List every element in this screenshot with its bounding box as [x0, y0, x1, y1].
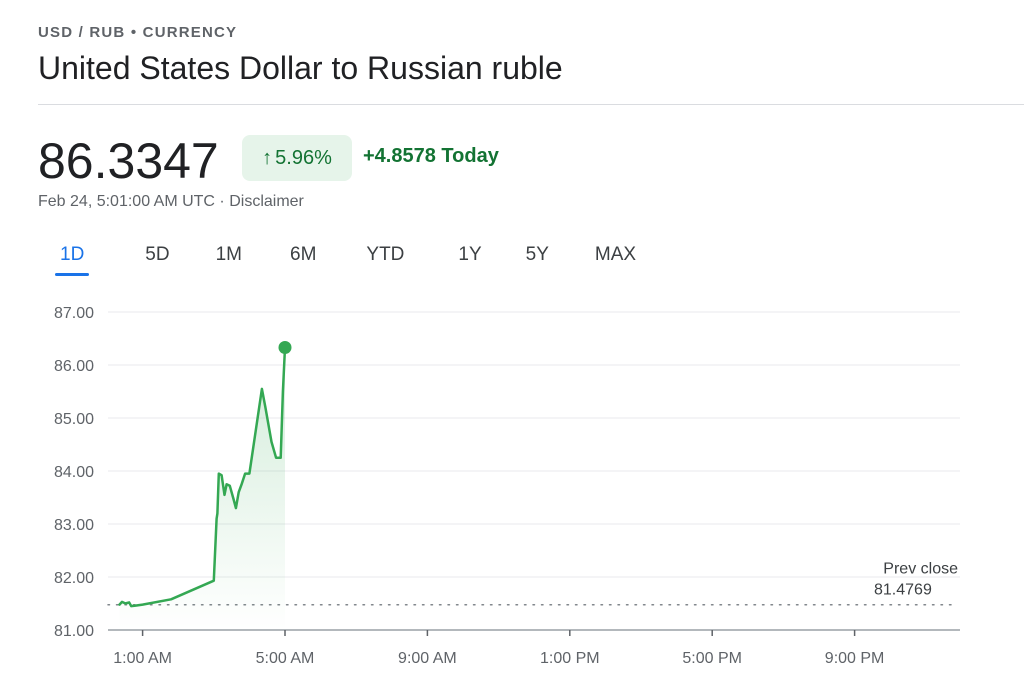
- price-area-fill: [119, 347, 285, 630]
- price-series-line: [118, 346, 287, 608]
- y-tick-label: 84.00: [54, 464, 94, 481]
- x-tick-label: 5:00 AM: [256, 650, 315, 667]
- prev-close-value: 81.4769: [874, 582, 932, 599]
- x-tick-label: 5:00 PM: [682, 650, 742, 667]
- y-tick-label: 83.00: [54, 517, 94, 534]
- change-percent-badge: ↑ 5.96%: [242, 135, 352, 181]
- tab-1m[interactable]: 1M: [215, 244, 242, 265]
- x-tick-label: 9:00 PM: [825, 650, 885, 667]
- x-tick-label: 1:00 AM: [113, 650, 172, 667]
- tab-max[interactable]: MAX: [594, 244, 637, 265]
- header-divider: [38, 104, 1024, 105]
- tab-1d[interactable]: 1D: [55, 240, 90, 276]
- quote-timestamp: Feb 24, 5:01:00 AM UTC: [38, 193, 215, 210]
- quote-meta: Feb 24, 5:01:00 AM UTC · Disclaimer: [38, 193, 304, 211]
- current-price: 86.3347: [38, 133, 219, 189]
- x-tick-label: 1:00 PM: [540, 650, 600, 667]
- tab-ytd[interactable]: YTD: [366, 244, 405, 265]
- tab-5y[interactable]: 5Y: [525, 244, 549, 265]
- y-tick-label: 85.00: [54, 411, 94, 428]
- meta-separator: ·: [214, 193, 230, 210]
- y-tick-label: 87.00: [54, 305, 94, 322]
- x-tick-label: 9:00 AM: [398, 650, 457, 667]
- tab-1y[interactable]: 1Y: [458, 244, 482, 265]
- change-percent: 5.96%: [275, 146, 332, 169]
- range-tabs: 1D 5D 1M 6M YTD 1Y 5Y MAX: [38, 240, 636, 276]
- y-axis-labels: 87.00 86.00 85.00 84.00 83.00 82.00 81.00: [54, 305, 94, 640]
- prev-close-label: Prev close: [883, 561, 958, 578]
- page-title: United States Dollar to Russian ruble: [38, 50, 563, 86]
- disclaimer-link[interactable]: Disclaimer: [229, 193, 304, 210]
- y-tick-label: 81.00: [54, 623, 94, 640]
- y-tick-label: 86.00: [54, 358, 94, 375]
- tab-5d[interactable]: 5D: [145, 244, 170, 265]
- price-chart: 87.00 86.00 85.00 84.00 83.00 82.00 81.00 1:00…: [54, 305, 960, 667]
- change-today: +4.8578 Today: [363, 145, 499, 167]
- x-axis: 1:00 AM 5:00 AM 9:00 AM 1:00 PM 5:00 PM 9:00 …: [113, 630, 884, 667]
- y-tick-label: 82.00: [54, 570, 94, 587]
- tab-6m[interactable]: 6M: [290, 244, 317, 265]
- arrow-up-icon: ↑: [262, 146, 273, 169]
- instrument-eyebrow: USD / RUB • CURRENCY: [38, 24, 238, 41]
- latest-price-point: [278, 341, 292, 355]
